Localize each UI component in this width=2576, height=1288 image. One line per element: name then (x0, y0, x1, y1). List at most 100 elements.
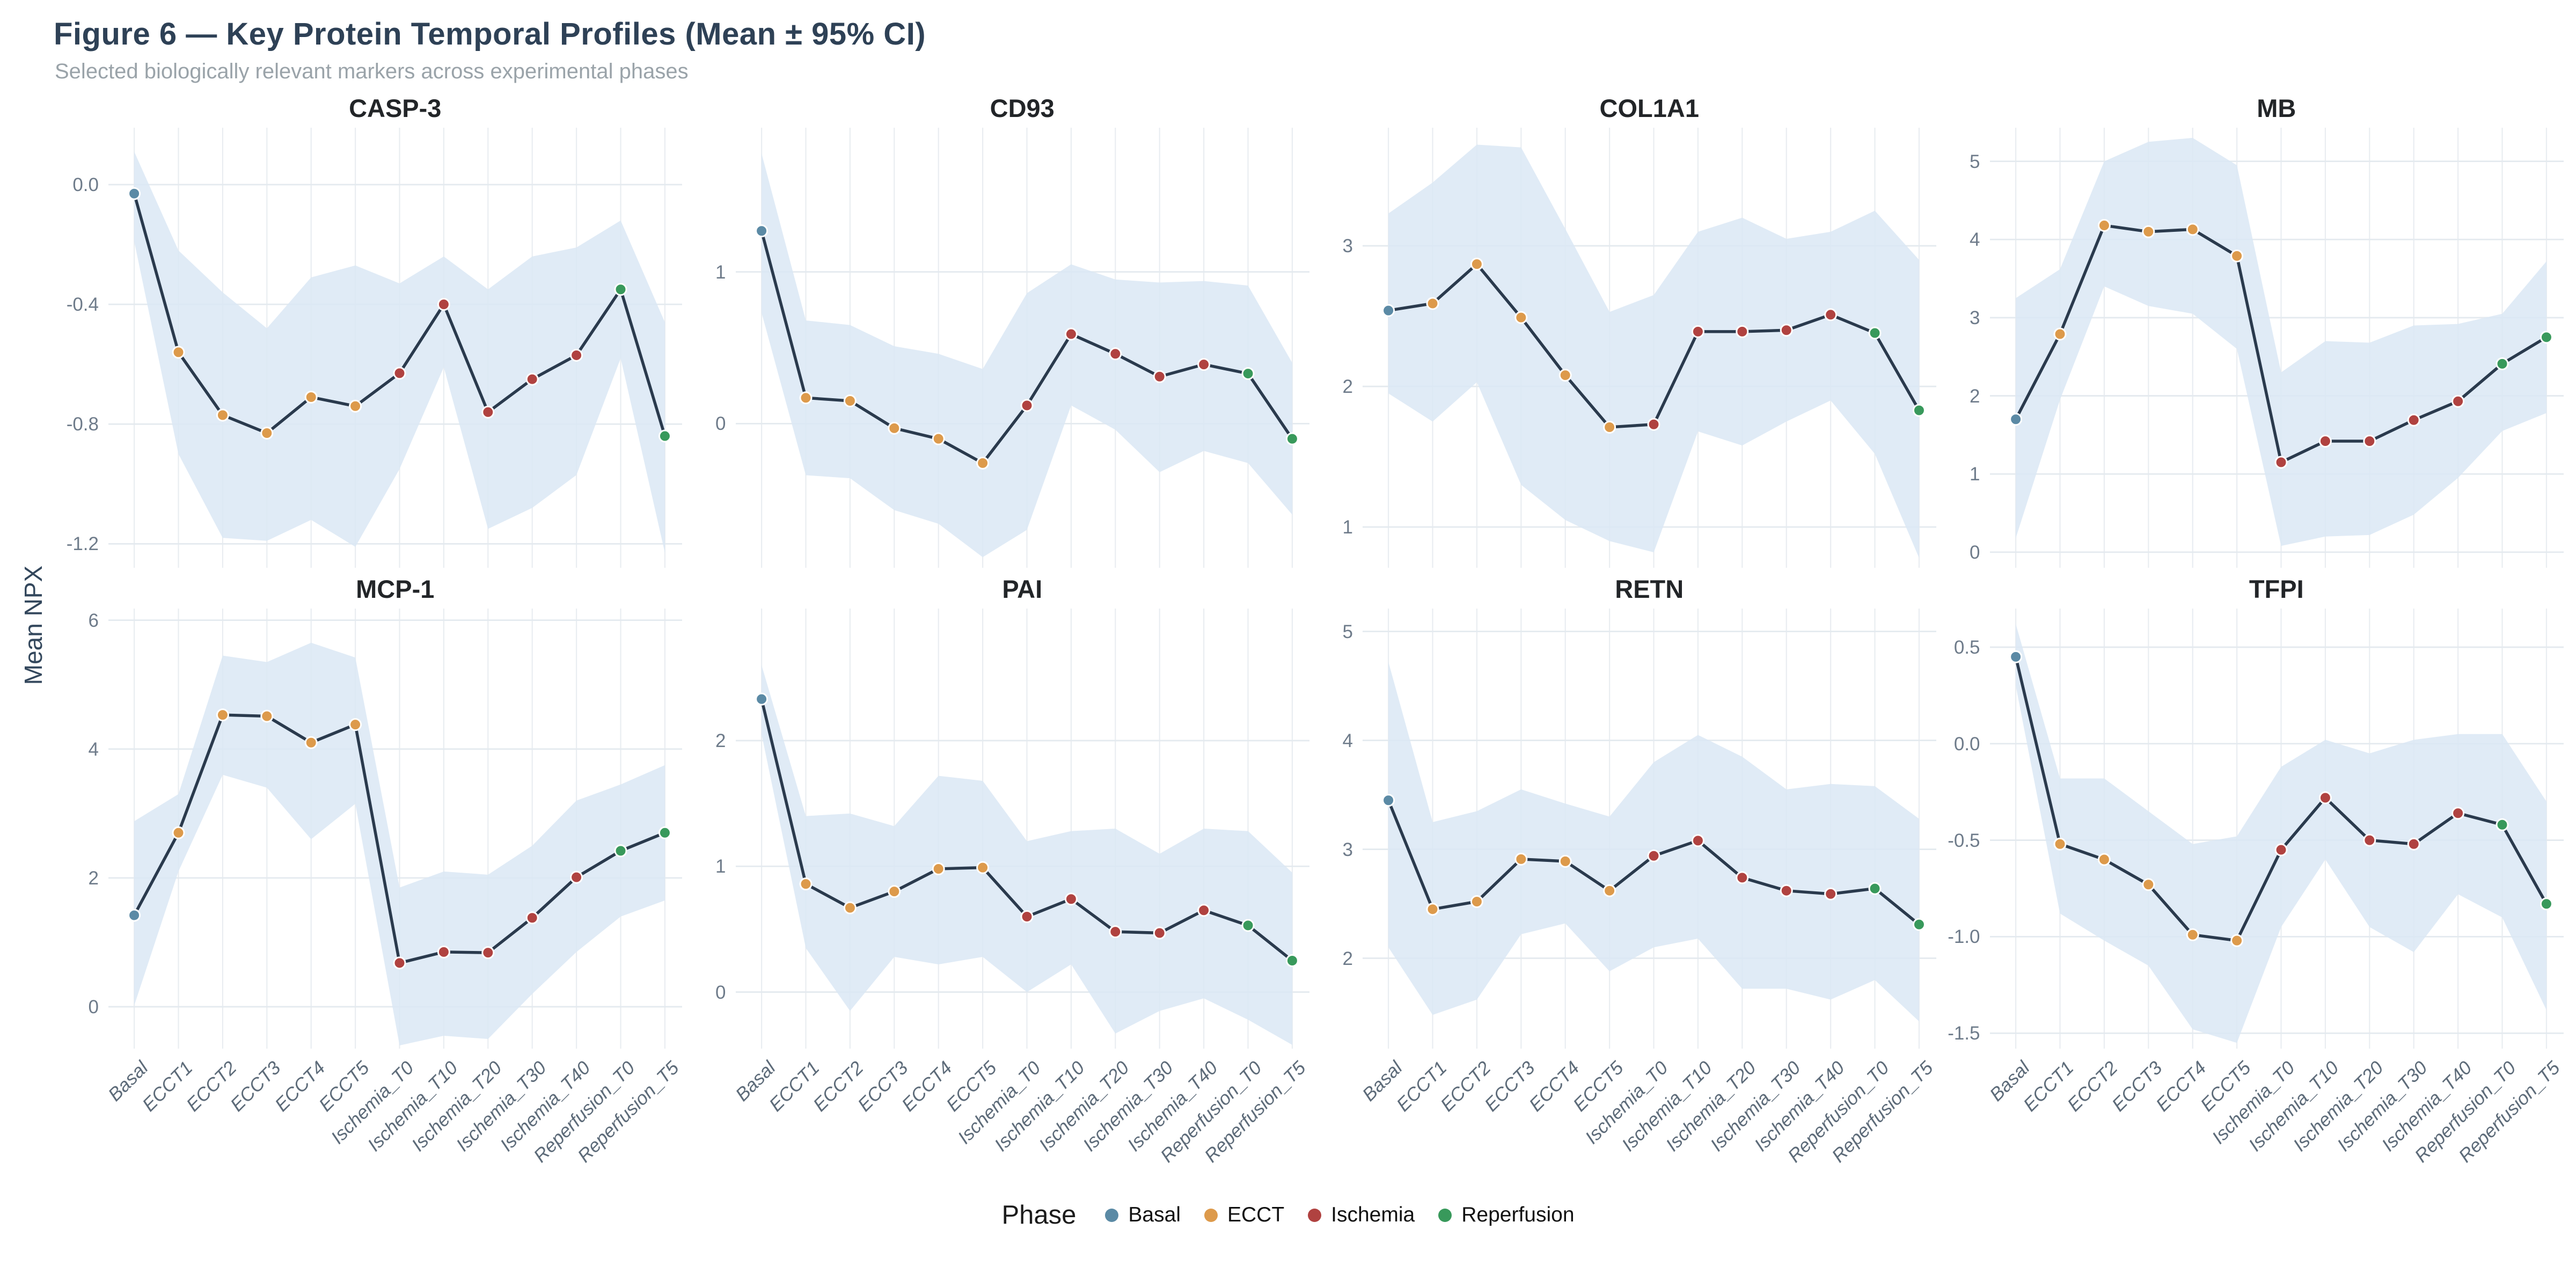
legend-label: ECCT (1227, 1203, 1285, 1226)
y-tick-label: 1 (715, 856, 726, 877)
y-tick-label: 2 (715, 730, 726, 751)
data-point-Ischemia_T20 (1736, 871, 1749, 884)
data-point-ECCT1 (799, 877, 813, 891)
y-tick-label: 0.5 (1953, 636, 1980, 658)
ci-ribbon (134, 642, 665, 1045)
x-tick-label-ECCT3: ECCT3 (853, 1057, 912, 1116)
data-point-Reperfusion_T0 (1241, 919, 1255, 932)
facet-title: COL1A1 (1599, 94, 1699, 122)
facet-title: MCP-1 (356, 575, 435, 603)
legend-item-basal: Basal (1105, 1203, 1181, 1227)
y-tick-label: 1 (715, 261, 726, 283)
y-tick-label: -1.5 (1948, 1023, 1980, 1044)
data-point-Ischemia_T0 (1020, 399, 1034, 412)
data-point-Reperfusion_T5 (1912, 918, 1926, 931)
figure-subtitle: Selected biologically relevant markers a… (55, 60, 689, 83)
data-point-ECCT5 (2230, 249, 2243, 262)
data-point-Ischemia_T10 (437, 298, 450, 311)
data-point-Ischemia_T10 (1064, 892, 1078, 906)
data-point-Ischemia_T10 (1691, 325, 1704, 338)
data-point-ECCT3 (260, 709, 274, 723)
ci-ribbon (2015, 624, 2546, 1043)
x-tick-label-ECCT3: ECCT3 (226, 1057, 285, 1116)
y-tick-label: 1 (1970, 464, 1980, 485)
data-point-ECCT2 (2097, 219, 2111, 232)
data-point-Reperfusion_T0 (1241, 367, 1255, 380)
figure-title: Figure 6 — Key Protein Temporal Profiles… (54, 17, 926, 52)
y-axis: 0.5 0.0 -0.5 -1.0 -1.5 (1944, 609, 1990, 1049)
y-tick-label: 0 (715, 982, 726, 1003)
y-tick-label: -0.5 (1948, 830, 1980, 851)
data-point-Reperfusion_T5 (2540, 897, 2553, 911)
x-axis-labels: Basal ECCT1 ECCT2 ECCT3 ECCT4 ECCT5 Ischemia_T… (731, 1049, 1310, 1180)
data-point-Ischemia_T10 (2318, 435, 2332, 448)
ci-ribbon (1388, 662, 1919, 1022)
data-point-Ischemia_T0 (2274, 843, 2288, 857)
data-point-Ischemia_T10 (1691, 834, 1704, 847)
y-axis-title: Mean NPX (19, 565, 47, 685)
facet-panel-CASP-3: CASP-3 0.0 -0.4 -0.8 -1.2 (62, 93, 682, 571)
plot-area (1989, 128, 2564, 568)
plot-area (108, 609, 682, 1049)
y-tick-label: 6 (88, 610, 99, 631)
line-chart-TFPI (1989, 609, 2564, 1049)
data-point-Ischemia_T30 (2407, 413, 2420, 427)
y-tick-label: 1 (1342, 517, 1353, 538)
x-axis-labels: Basal ECCT1 ECCT2 ECCT3 ECCT4 ECCT5 Ischemia_T… (104, 1049, 683, 1180)
y-tick-label: -1.2 (66, 533, 99, 555)
x-tick-label-ECCT4: ECCT4 (270, 1057, 330, 1116)
data-point-ECCT4 (2186, 928, 2199, 941)
data-point-ECCT5 (349, 399, 362, 413)
data-point-ECCT1 (172, 346, 185, 359)
line-chart-CASP-3 (108, 128, 682, 568)
facet-title: CD93 (990, 94, 1055, 122)
x-tick-label-ECCT2: ECCT2 (809, 1057, 868, 1116)
facet-title: RETN (1615, 575, 1684, 603)
x-tick-label-ECCT2: ECCT2 (2063, 1057, 2122, 1116)
data-point-Basal (2009, 650, 2022, 663)
legend-label: Ischemia (1331, 1203, 1415, 1226)
data-point-Reperfusion_T5 (658, 826, 671, 839)
plot-area (1363, 609, 1936, 1049)
data-point-ECCT2 (1470, 895, 1483, 908)
data-point-Reperfusion_T0 (614, 283, 627, 296)
y-axis: 3 2 1 (1316, 128, 1363, 568)
legend-items: Basal ECCT Ischemia Reperfusion (1105, 1203, 1575, 1227)
data-point-Ischemia_T20 (2362, 833, 2376, 847)
figure-header: Figure 6 — Key Protein Temporal Profiles… (0, 0, 2576, 84)
data-point-ECCT5 (976, 456, 989, 470)
y-tick-label: 3 (1970, 307, 1980, 328)
data-point-Ischemia_T20 (1736, 325, 1749, 338)
data-point-ECCT4 (1558, 369, 1572, 382)
data-point-Ischemia_T20 (1108, 347, 1122, 361)
data-point-Reperfusion_T0 (2496, 818, 2509, 831)
legend: Phase Basal ECCT Ischemia Reperfusion (0, 1200, 2576, 1230)
data-point-Ischemia_T20 (1108, 925, 1122, 939)
ci-ribbon (1388, 144, 1919, 558)
data-point-ECCT4 (2186, 223, 2199, 236)
data-point-ECCT3 (887, 885, 901, 898)
data-point-Ischemia_T30 (525, 911, 539, 925)
data-point-Ischemia_T30 (1780, 884, 1793, 897)
data-point-Ischemia_T30 (1780, 324, 1793, 337)
legend-swatch-reperfusion (1438, 1208, 1452, 1222)
data-point-ECCT3 (1514, 852, 1528, 866)
y-tick-label: 4 (1342, 730, 1353, 751)
data-point-Ischemia_T20 (2362, 435, 2376, 448)
y-tick-label: -0.8 (66, 414, 99, 435)
data-point-ECCT5 (2230, 934, 2243, 947)
data-point-ECCT5 (976, 861, 989, 874)
y-tick-label: 0 (88, 996, 99, 1018)
data-point-Ischemia_T40 (1824, 887, 1838, 901)
data-point-ECCT4 (932, 432, 945, 445)
data-point-Reperfusion_T5 (1285, 432, 1299, 445)
data-point-ECCT3 (2141, 878, 2155, 891)
data-point-Ischemia_T30 (1153, 926, 1166, 940)
data-point-ECCT3 (1514, 311, 1528, 324)
data-point-Reperfusion_T0 (1868, 882, 1882, 895)
y-axis: 2 1 0 (690, 609, 736, 1049)
data-point-Ischemia_T0 (393, 367, 406, 380)
y-tick-label: -1.0 (1948, 926, 1980, 948)
data-point-ECCT4 (304, 391, 318, 404)
